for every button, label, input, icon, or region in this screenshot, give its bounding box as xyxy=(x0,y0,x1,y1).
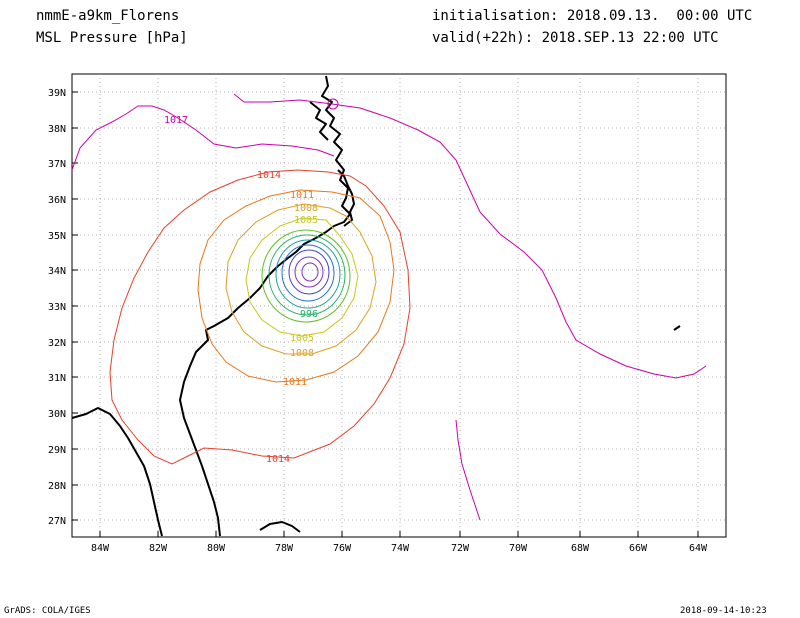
isobar-996 xyxy=(275,239,341,309)
lon-label: 84W xyxy=(91,543,110,554)
grid-lines xyxy=(72,74,726,537)
lon-label: 66W xyxy=(629,543,648,554)
lon-label: 80W xyxy=(207,543,226,554)
isobar-1014 xyxy=(109,169,411,465)
coastline-chesapeake xyxy=(309,101,329,141)
contour-label-1008: 1008 xyxy=(294,203,318,214)
footer-timestamp: 2018-09-14-10:23 xyxy=(680,606,767,616)
lon-label: 78W xyxy=(275,543,294,554)
lat-label: 30N xyxy=(48,409,66,420)
tick-marks xyxy=(72,91,699,537)
contour-label-1005: 1005 xyxy=(294,215,318,226)
latitude-labels: 39N 38N 37N 36N 35N 34N 33N 32N 31N 30N … xyxy=(48,88,66,527)
lon-label: 76W xyxy=(333,543,352,554)
contour-label-996: 996 xyxy=(300,309,318,320)
lat-label: 27N xyxy=(48,516,66,527)
coastline-barrier xyxy=(337,169,355,227)
isobars xyxy=(71,93,707,521)
lat-label: 33N xyxy=(48,302,66,313)
coastline-keys xyxy=(259,521,301,533)
isobar-1005 xyxy=(245,217,359,337)
lat-label: 29N xyxy=(48,445,66,456)
coastline-gulf xyxy=(71,407,163,537)
longitude-labels: 84W 82W 80W 78W 76W 74W 72W 70W 68W 66W … xyxy=(91,543,708,554)
contour-label-1014: 1014 xyxy=(257,170,281,181)
contour-label-1017: 1017 xyxy=(164,115,188,126)
valid-time: valid(+22h): 2018.SEP.13 22:00 UTC xyxy=(432,30,719,46)
footer-credit: GrADS: COLA/IGES xyxy=(4,606,91,616)
isobar-993 xyxy=(281,244,335,302)
isobar-1017-south xyxy=(455,419,481,521)
isobar-1008 xyxy=(225,203,377,355)
coastline-islet xyxy=(673,325,681,331)
lat-label: 35N xyxy=(48,231,66,242)
lon-label: 74W xyxy=(391,543,410,554)
isobar-990 xyxy=(288,249,330,295)
model-name: nmmE-a9km_Florens xyxy=(36,8,180,24)
lat-label: 39N xyxy=(48,88,66,99)
coastline-east xyxy=(179,75,351,537)
lon-label: 82W xyxy=(149,543,168,554)
lat-label: 38N xyxy=(48,124,66,135)
lat-label: 31N xyxy=(48,373,66,384)
contour-label-1011: 1011 xyxy=(283,377,307,388)
isobar-984 xyxy=(301,262,319,282)
isobar-987 xyxy=(294,256,324,288)
lat-label: 36N xyxy=(48,195,66,206)
isobar-1017-west xyxy=(71,105,335,171)
lon-label: 72W xyxy=(451,543,470,554)
lat-label: 32N xyxy=(48,338,66,349)
map-frame xyxy=(71,73,727,538)
contour-labels: 1017 1014 1014 1011 1011 1008 1008 1005 … xyxy=(164,115,318,465)
isobar-1002 xyxy=(261,229,351,323)
lon-label: 68W xyxy=(571,543,590,554)
lat-label: 34N xyxy=(48,266,66,277)
contour-label-1011: 1011 xyxy=(290,190,314,201)
contour-label-1005: 1005 xyxy=(290,333,314,344)
isobar-1017-east xyxy=(233,93,707,379)
contour-label-1014: 1014 xyxy=(266,454,290,465)
isobar-1011 xyxy=(197,189,395,383)
lon-label: 70W xyxy=(509,543,528,554)
field-name: MSL Pressure [hPa] xyxy=(36,30,188,46)
coastline xyxy=(71,75,681,537)
lat-label: 28N xyxy=(48,481,66,492)
initialisation-time: initialisation: 2018.09.13. 00:00 UTC xyxy=(432,8,753,24)
contour-label-1008: 1008 xyxy=(290,348,314,359)
lat-label: 37N xyxy=(48,159,66,170)
isobar-1017-small xyxy=(327,98,339,110)
isobar-999 xyxy=(268,234,346,316)
lon-label: 64W xyxy=(689,543,708,554)
